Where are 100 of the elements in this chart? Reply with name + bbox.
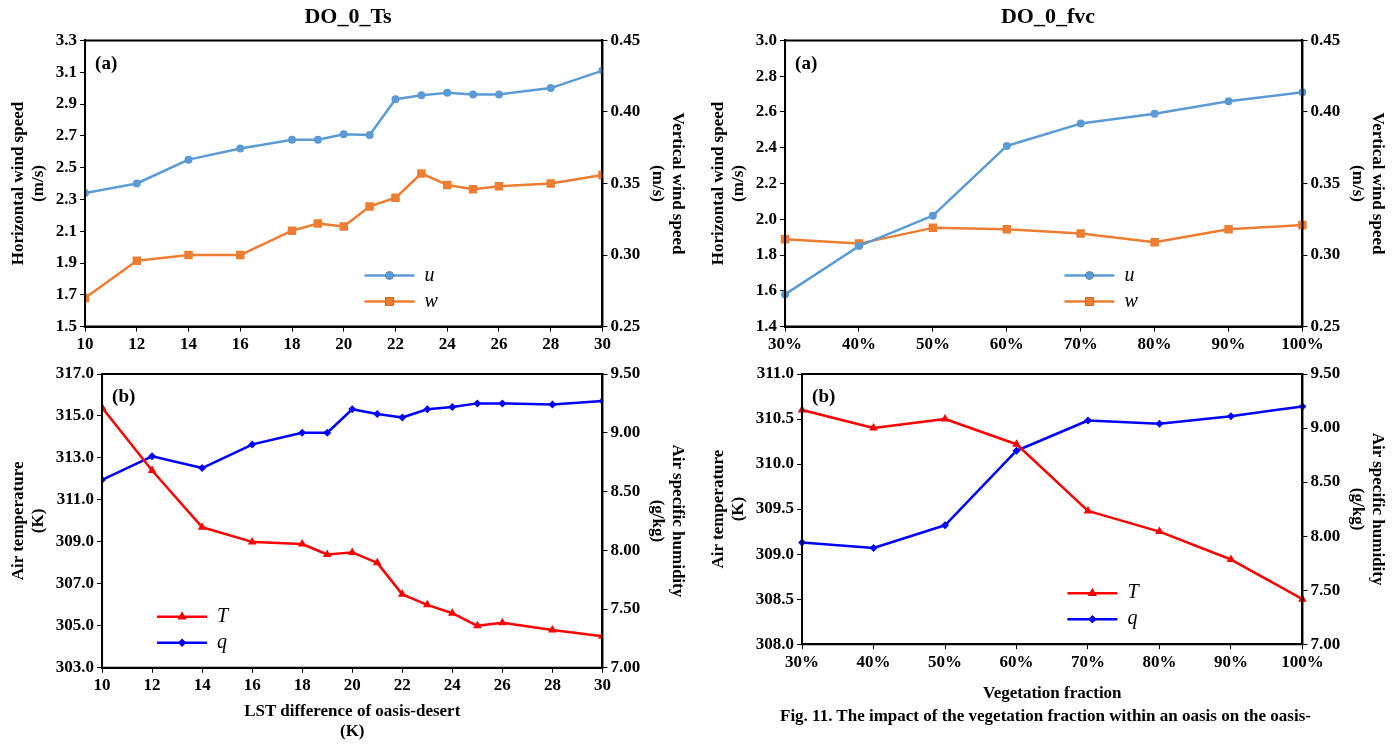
y-tick-label: 311.0 <box>756 363 795 383</box>
x-tick-label: 50% <box>928 651 963 671</box>
y-axis-title: Horizontal wind speed (m/s) <box>707 101 747 266</box>
y-tick-label: 2.6 <box>755 101 778 121</box>
legend-label: T <box>1127 580 1141 603</box>
x-tick-label: 30 <box>593 334 611 354</box>
x-tick-label: 60% <box>999 651 1034 671</box>
x-tick-label: 80% <box>1137 334 1172 354</box>
x-tick-label: 16 <box>231 334 249 354</box>
x-tick-label: 80% <box>1142 651 1177 671</box>
y2-tick-label: 0.40 <box>1310 101 1341 121</box>
y-tick-label: 310.0 <box>755 453 795 473</box>
chart-title: DO_0_Ts <box>304 2 393 28</box>
x-tick-label: 30 <box>593 675 611 695</box>
y2-tick-label: 9.50 <box>1310 363 1341 383</box>
y-tick-label: 308.0 <box>755 633 795 653</box>
y2-tick-label: 0.25 <box>610 315 641 335</box>
y-tick-label: 317.0 <box>55 363 95 383</box>
x-tick-label: 24 <box>443 675 462 695</box>
x-tick-label: 40% <box>856 651 891 671</box>
x-tick-label: 50% <box>915 334 950 354</box>
annotation: (b) <box>812 385 836 408</box>
y2-tick-label: 7.50 <box>1310 579 1341 599</box>
caption: Fig. 11. The impact of the vegetation fraction within an oasis on the oasis- <box>780 706 1311 726</box>
y2-tick-label: 0.35 <box>1310 172 1341 192</box>
legend-label: q <box>1127 606 1138 630</box>
x-tick-label: 100% <box>1281 334 1324 354</box>
y-tick-label: 313.0 <box>55 447 95 467</box>
x-tick-label: 28 <box>543 675 561 695</box>
y2-tick-label: 7.50 <box>610 598 641 618</box>
annotation: (b) <box>112 385 136 408</box>
y-tick-label: 308.5 <box>755 588 795 608</box>
y-tick-label: 2.5 <box>55 156 78 176</box>
legend-label: u <box>424 262 435 285</box>
x-tick-label: 30% <box>768 334 803 354</box>
x-tick-label: 12 <box>128 334 146 354</box>
y-tick-label: 3.0 <box>755 29 778 49</box>
y-tick-label: 2.0 <box>755 208 778 228</box>
y2-tick-label: 0.35 <box>610 172 641 192</box>
y2-tick-label: 0.45 <box>610 29 641 49</box>
y2-axis-title: Vertical wind speed (m/s) <box>649 112 689 256</box>
x-tick-label: 22 <box>386 334 404 354</box>
x-tick-label: 70% <box>1063 334 1098 354</box>
y-tick-label: 1.4 <box>755 315 778 335</box>
x-tick-label: 18 <box>293 675 311 695</box>
y-tick-label: 303.0 <box>55 657 95 677</box>
x-axis-title: LST difference of oasis-desert (K) <box>244 700 461 741</box>
y-tick-label: 2.7 <box>55 125 78 145</box>
x-tick-label: 30% <box>785 651 820 671</box>
y2-tick-label: 0.25 <box>1310 315 1341 335</box>
x-tick-label: 20 <box>335 334 353 354</box>
legend-label: q <box>217 630 228 654</box>
y2-tick-label: 9.00 <box>610 422 641 442</box>
y2-tick-label: 0.30 <box>610 244 641 264</box>
x-tick-label: 26 <box>490 334 508 354</box>
x-tick-label: 16 <box>243 675 261 695</box>
x-tick-label: 70% <box>1070 651 1105 671</box>
y-tick-label: 307.0 <box>55 573 95 593</box>
x-tick-label: 28 <box>542 334 560 354</box>
x-tick-label: 60% <box>989 334 1024 354</box>
x-tick-label: 10 <box>93 675 111 695</box>
y2-tick-label: 7.00 <box>610 657 641 677</box>
y2-tick-label: 9.00 <box>1310 417 1341 437</box>
x-tick-label: 24 <box>438 334 457 354</box>
y-tick-label: 3.1 <box>55 61 78 81</box>
y2-tick-label: 0.45 <box>1310 29 1341 49</box>
y-tick-label: 309.0 <box>755 543 795 563</box>
legend-label: w <box>1124 288 1139 311</box>
y-tick-label: 315.0 <box>55 405 95 425</box>
y-tick-label: 309.0 <box>55 531 95 551</box>
x-tick-label: 90% <box>1211 334 1246 354</box>
y-tick-label: 311.0 <box>56 489 95 509</box>
legend-label: u <box>1124 262 1135 285</box>
y-tick-label: 2.1 <box>55 220 78 240</box>
y2-tick-label: 8.00 <box>1310 525 1341 545</box>
y-tick-label: 1.8 <box>755 244 778 264</box>
y2-tick-label: 0.30 <box>1310 244 1341 264</box>
y2-axis-title: Air specific humidity (g/kg) <box>1349 432 1389 586</box>
y-tick-label: 3.3 <box>55 29 78 49</box>
chart-title: DO_0_fvc <box>1000 2 1096 28</box>
y-axis-title: Horizontal wind speed (m/s) <box>7 101 47 266</box>
y2-tick-label: 9.50 <box>610 363 641 383</box>
y-tick-label: 1.6 <box>755 280 778 300</box>
y2-tick-label: 0.40 <box>610 101 641 121</box>
y2-tick-label: 8.50 <box>610 480 641 500</box>
y2-tick-label: 7.00 <box>1310 633 1341 653</box>
legend-label: w <box>424 288 439 311</box>
y-tick-label: 2.9 <box>55 93 78 113</box>
y-tick-label: 1.9 <box>55 252 78 272</box>
x-tick-label: 12 <box>143 675 161 695</box>
y-tick-label: 2.2 <box>755 172 778 192</box>
x-tick-label: 18 <box>283 334 301 354</box>
x-tick-label: 22 <box>393 675 411 695</box>
y-tick-label: 1.5 <box>55 315 78 335</box>
y-tick-label: 2.4 <box>755 137 778 157</box>
y-tick-label: 2.3 <box>55 188 78 208</box>
x-tick-label: 10 <box>76 334 94 354</box>
annotation: (a) <box>95 51 118 74</box>
y-tick-label: 309.5 <box>755 498 795 518</box>
x-tick-label: 40% <box>841 334 876 354</box>
